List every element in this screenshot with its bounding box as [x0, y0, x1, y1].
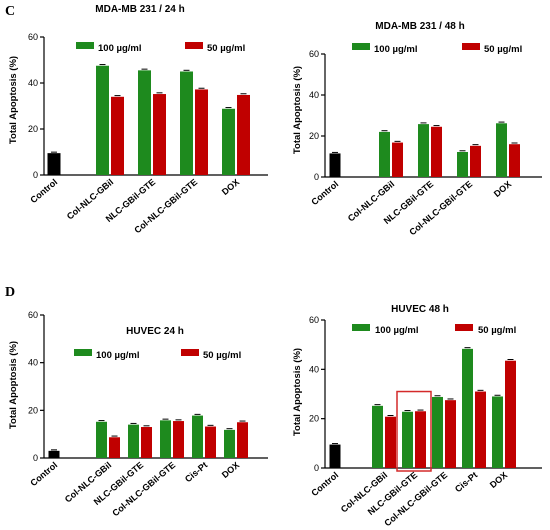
x-tick-label: Cis-Pt: [453, 470, 479, 494]
y-tick-label: 60: [309, 49, 319, 59]
bar-100: [432, 396, 443, 468]
chart-huvec-24h: HUVEC 24 h Total Apoptosis (%) 100 µg/ml…: [8, 310, 268, 518]
bar-50: [431, 126, 442, 177]
legend-swatch-50: [185, 42, 203, 49]
bar-100: [96, 421, 107, 458]
bar-100: [372, 405, 383, 468]
panel-label-d: D: [5, 285, 15, 300]
chart-title: MDA-MB 231 / 24 h: [95, 4, 184, 15]
legend-label-100: 100 µg/ml: [98, 43, 142, 54]
y-tick-label: 20: [309, 131, 319, 141]
bar-50: [111, 96, 124, 175]
legend-swatch-100: [76, 42, 94, 49]
x-tick-label: Control: [309, 179, 340, 207]
y-tick-label: 40: [28, 358, 38, 368]
legend-swatch-100: [352, 43, 370, 50]
legend-swatch-50: [462, 43, 480, 50]
y-axis-label: Total Apoptosis (%): [8, 341, 19, 429]
y-axis-label: Total Apoptosis (%): [8, 56, 19, 144]
x-tick-label: DOX: [220, 460, 241, 480]
bar-control: [329, 444, 341, 468]
legend-swatch-100: [74, 349, 92, 356]
bar-100: [418, 124, 429, 177]
legend-swatch-100: [352, 324, 370, 331]
bar-50: [205, 426, 216, 458]
bar-50: [141, 427, 152, 458]
bar-50: [509, 144, 520, 177]
bar-50: [109, 437, 120, 458]
y-tick-label: 40: [309, 364, 319, 374]
bar-50: [470, 145, 481, 177]
bar-100: [222, 108, 235, 175]
bar-50: [475, 391, 486, 468]
bar-100: [138, 70, 151, 175]
panel-label-c: C: [5, 4, 15, 19]
x-tick-label: Control: [28, 460, 59, 488]
bar-control: [48, 450, 60, 458]
bar-100: [492, 396, 503, 468]
bar-100: [379, 131, 390, 177]
chart-title: HUVEC 48 h: [391, 304, 449, 315]
bar-control: [329, 153, 341, 177]
highlight-box: [396, 390, 432, 472]
x-tick-label: Control: [309, 470, 340, 498]
legend-label-50: 50 µg/ml: [478, 325, 516, 336]
bar-100: [462, 348, 473, 468]
legend-label-50: 50 µg/ml: [207, 43, 245, 54]
legend-label-100: 100 µg/ml: [375, 325, 419, 336]
y-tick-label: 0: [33, 170, 38, 180]
bar-50: [385, 416, 396, 468]
y-tick-label: 60: [28, 32, 38, 42]
bar-100: [457, 151, 468, 177]
legend-swatch-50: [455, 324, 473, 331]
bar-50: [153, 94, 166, 175]
bar-50: [237, 94, 250, 175]
x-tick-label: DOX: [492, 179, 513, 199]
x-tick-label: DOX: [220, 177, 241, 197]
chart-title: HUVEC 24 h: [126, 326, 184, 337]
chart-mda-48h: MDA-MB 231 / 48 h Total Apoptosis (%) 10…: [292, 21, 542, 237]
y-tick-label: 40: [309, 90, 319, 100]
bar-100: [224, 429, 235, 458]
bar-50: [392, 142, 403, 177]
bar-50: [445, 400, 456, 468]
y-tick-label: 60: [309, 315, 319, 325]
y-tick-label: 0: [33, 453, 38, 463]
bar-100: [192, 415, 203, 458]
bar-50: [505, 360, 516, 468]
bar-50: [173, 421, 184, 458]
legend-label-50: 50 µg/ml: [203, 350, 241, 361]
y-tick-label: 0: [314, 172, 319, 182]
bar-50: [415, 411, 426, 468]
y-tick-label: 0: [314, 463, 319, 473]
legend-label-50: 50 µg/ml: [484, 44, 522, 55]
y-tick-label: 20: [28, 124, 38, 134]
x-tick-label: Control: [28, 177, 59, 205]
bar-100: [496, 123, 507, 177]
y-tick-label: 20: [28, 405, 38, 415]
y-axis-label: Total Apoptosis (%): [292, 66, 303, 154]
y-tick-label: 20: [309, 414, 319, 424]
bar-100: [402, 411, 413, 468]
legend-swatch-50: [181, 349, 199, 356]
chart-title: MDA-MB 231 / 48 h: [375, 21, 464, 32]
y-tick-label: 60: [28, 310, 38, 320]
bar-100: [160, 420, 171, 458]
y-tick-label: 40: [28, 78, 38, 88]
chart-huvec-48h: HUVEC 48 h Total Apoptosis (%) 100 µg/ml…: [292, 304, 542, 528]
bar-control: [47, 153, 61, 175]
bar-100: [128, 424, 139, 458]
bar-100: [96, 65, 109, 175]
x-tick-label: DOX: [488, 470, 509, 490]
legend-label-100: 100 µg/ml: [374, 44, 418, 55]
legend-label-100: 100 µg/ml: [96, 350, 140, 361]
chart-mda-24h: MDA-MB 231 / 24 h Total Apoptosis (%) 10…: [8, 4, 268, 235]
bar-100: [180, 71, 193, 175]
bar-50: [195, 89, 208, 175]
x-tick-label: Cis-Pt: [183, 460, 209, 484]
y-axis-label: Total Apoptosis (%): [292, 348, 303, 436]
bar-50: [237, 422, 248, 458]
